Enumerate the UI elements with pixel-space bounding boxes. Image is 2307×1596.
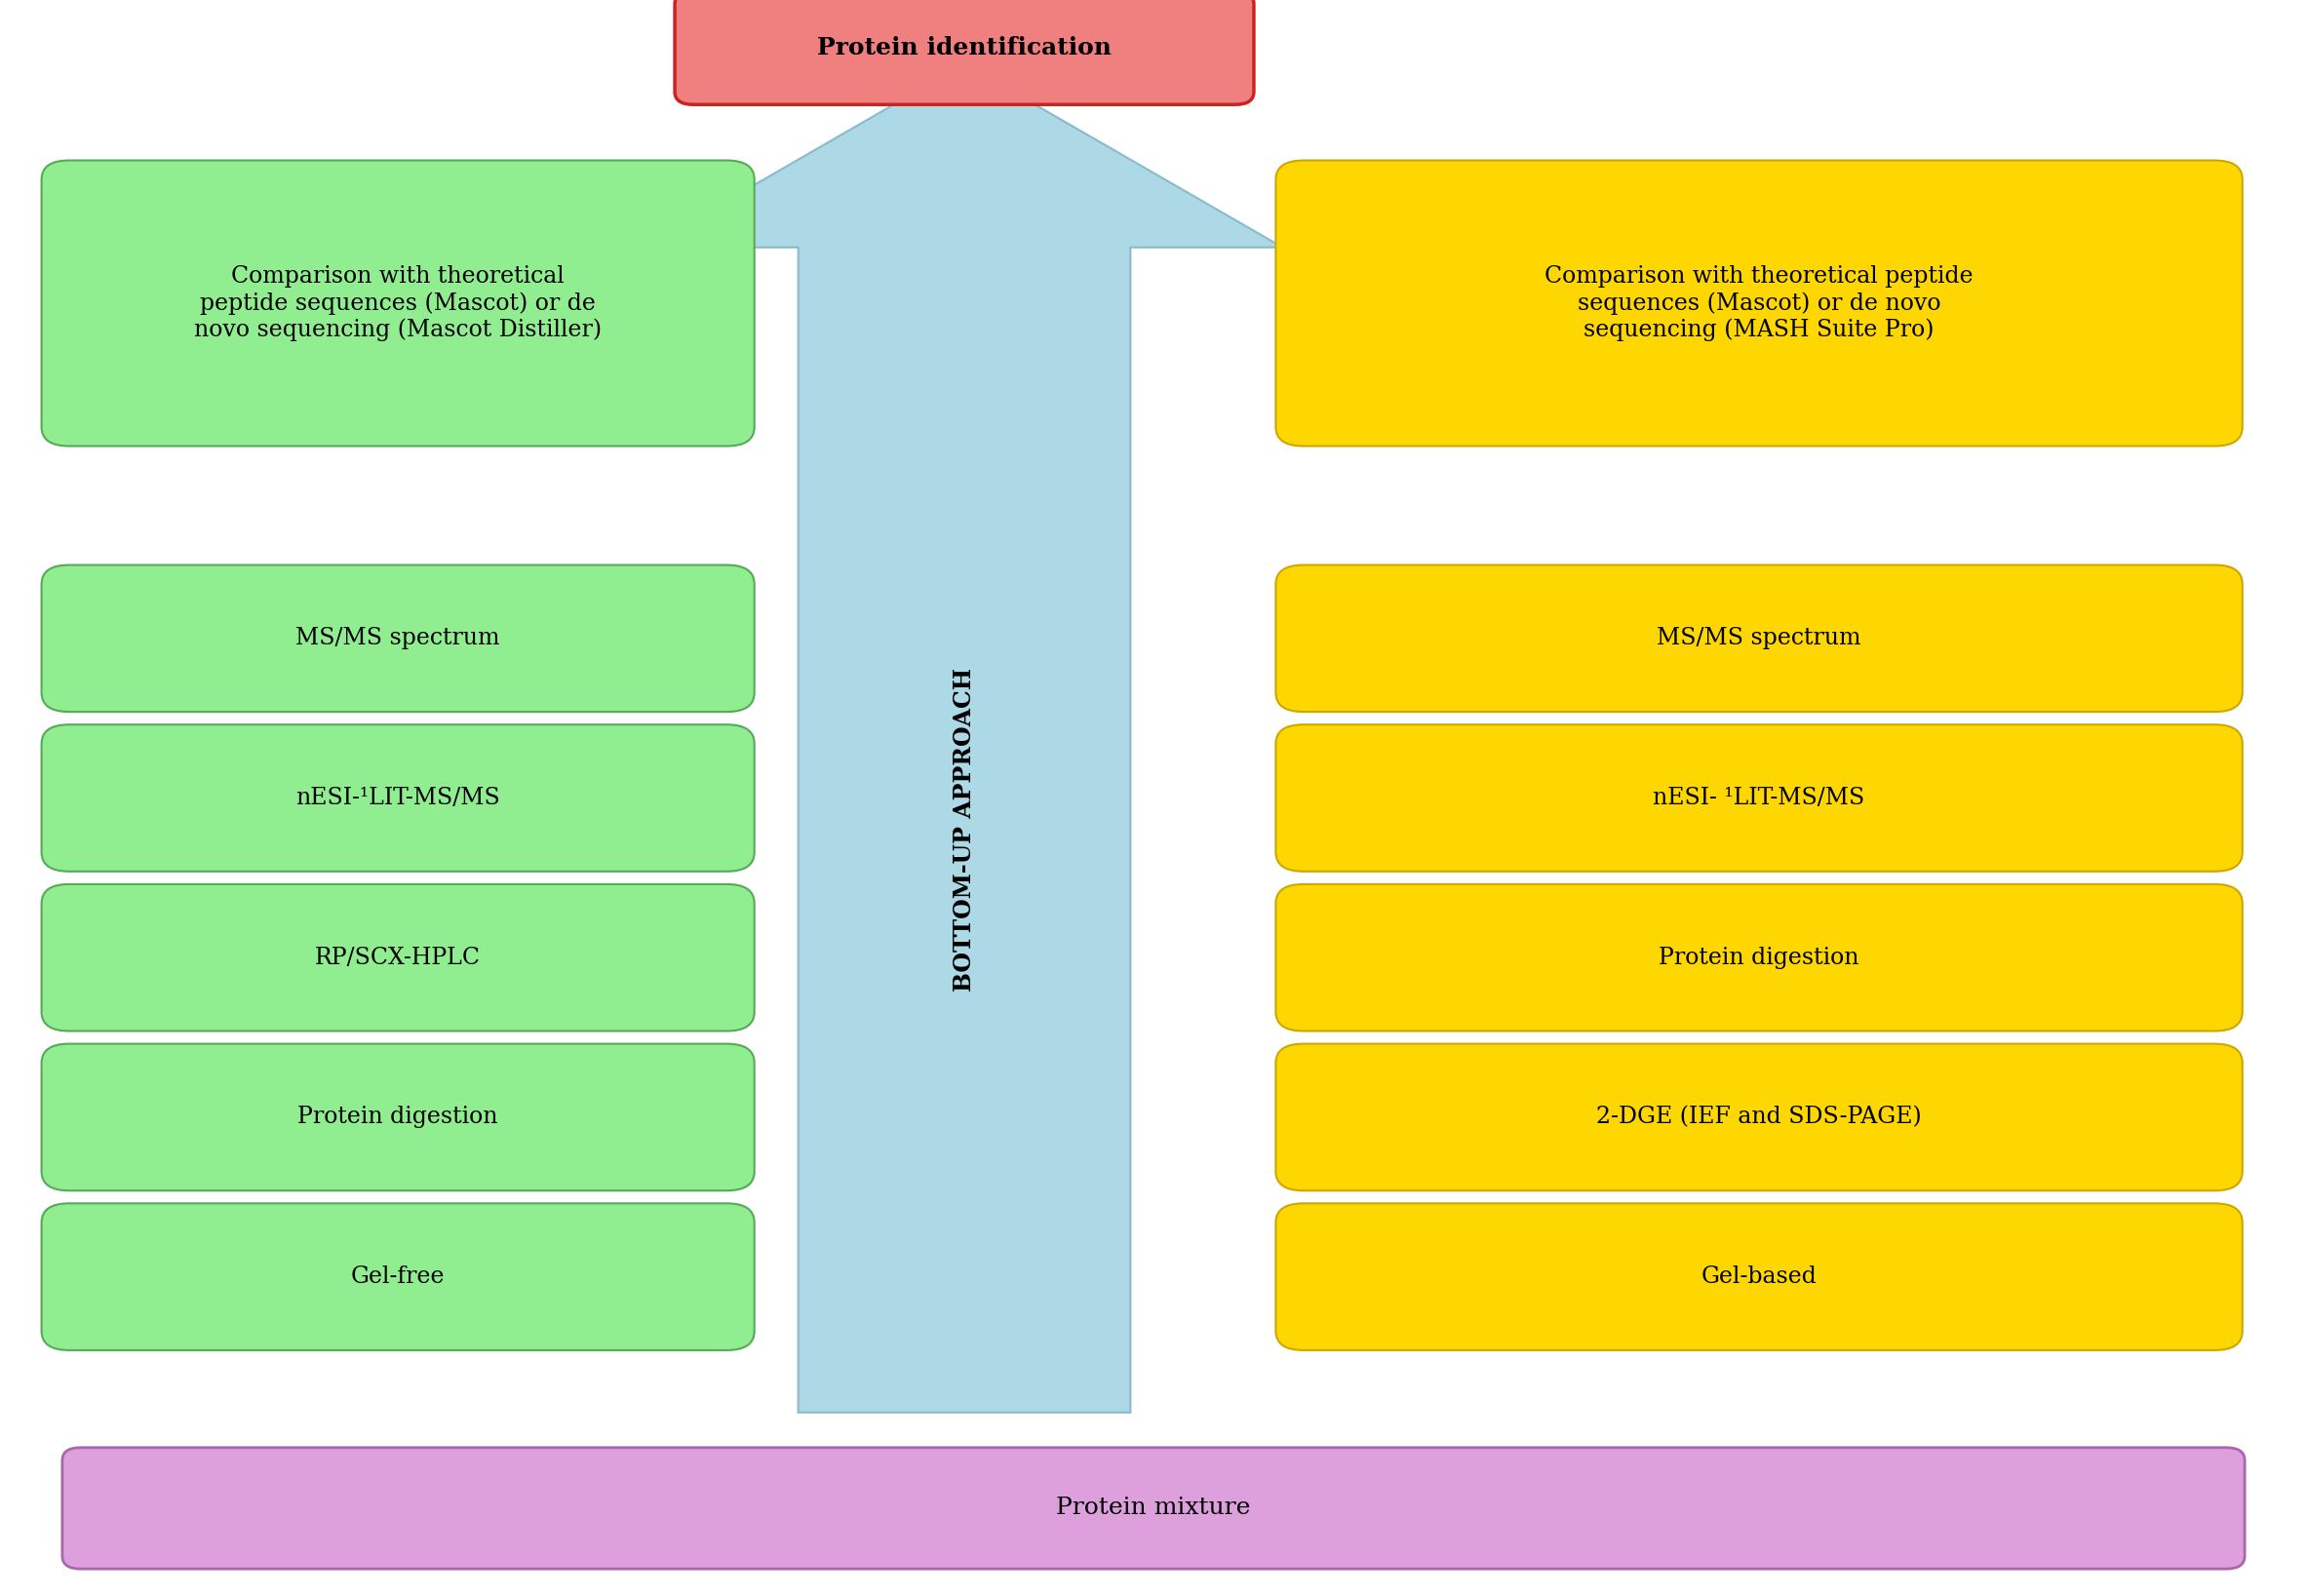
FancyBboxPatch shape (42, 884, 754, 1031)
Text: Protein mixture: Protein mixture (1057, 1497, 1250, 1519)
Text: Comparison with theoretical
peptide sequences (Mascot) or de
novo sequencing (Ma: Comparison with theoretical peptide sequ… (194, 265, 602, 342)
Text: Protein digestion: Protein digestion (1659, 946, 1859, 969)
FancyBboxPatch shape (1276, 1044, 2242, 1191)
FancyBboxPatch shape (42, 161, 754, 445)
FancyBboxPatch shape (42, 1203, 754, 1350)
FancyBboxPatch shape (674, 0, 1255, 105)
FancyBboxPatch shape (42, 1044, 754, 1191)
Text: nESI-¹LIT-MS/MS: nESI-¹LIT-MS/MS (295, 787, 501, 809)
FancyBboxPatch shape (1276, 884, 2242, 1031)
Text: BOTTOM-UP APPROACH: BOTTOM-UP APPROACH (953, 669, 976, 991)
FancyBboxPatch shape (1276, 565, 2242, 712)
FancyBboxPatch shape (62, 1448, 2245, 1569)
Text: Gel-based: Gel-based (1700, 1266, 1818, 1288)
Text: Protein identification: Protein identification (817, 37, 1112, 59)
FancyBboxPatch shape (42, 565, 754, 712)
Text: nESI- ¹LIT-MS/MS: nESI- ¹LIT-MS/MS (1654, 787, 1864, 809)
Text: Comparison with theoretical peptide
sequences (Mascot) or de novo
sequencing (MA: Comparison with theoretical peptide sequ… (1546, 265, 1972, 342)
Polygon shape (646, 64, 1283, 1412)
Text: RP/SCX-HPLC: RP/SCX-HPLC (316, 946, 480, 969)
Text: MS/MS spectrum: MS/MS spectrum (295, 627, 501, 650)
FancyBboxPatch shape (1276, 725, 2242, 871)
Text: Gel-free: Gel-free (351, 1266, 445, 1288)
FancyBboxPatch shape (1276, 1203, 2242, 1350)
Text: Protein digestion: Protein digestion (298, 1106, 498, 1128)
FancyBboxPatch shape (1276, 161, 2242, 445)
Text: 2-DGE (IEF and SDS-PAGE): 2-DGE (IEF and SDS-PAGE) (1596, 1106, 1922, 1128)
FancyBboxPatch shape (42, 725, 754, 871)
Text: MS/MS spectrum: MS/MS spectrum (1656, 627, 1862, 650)
